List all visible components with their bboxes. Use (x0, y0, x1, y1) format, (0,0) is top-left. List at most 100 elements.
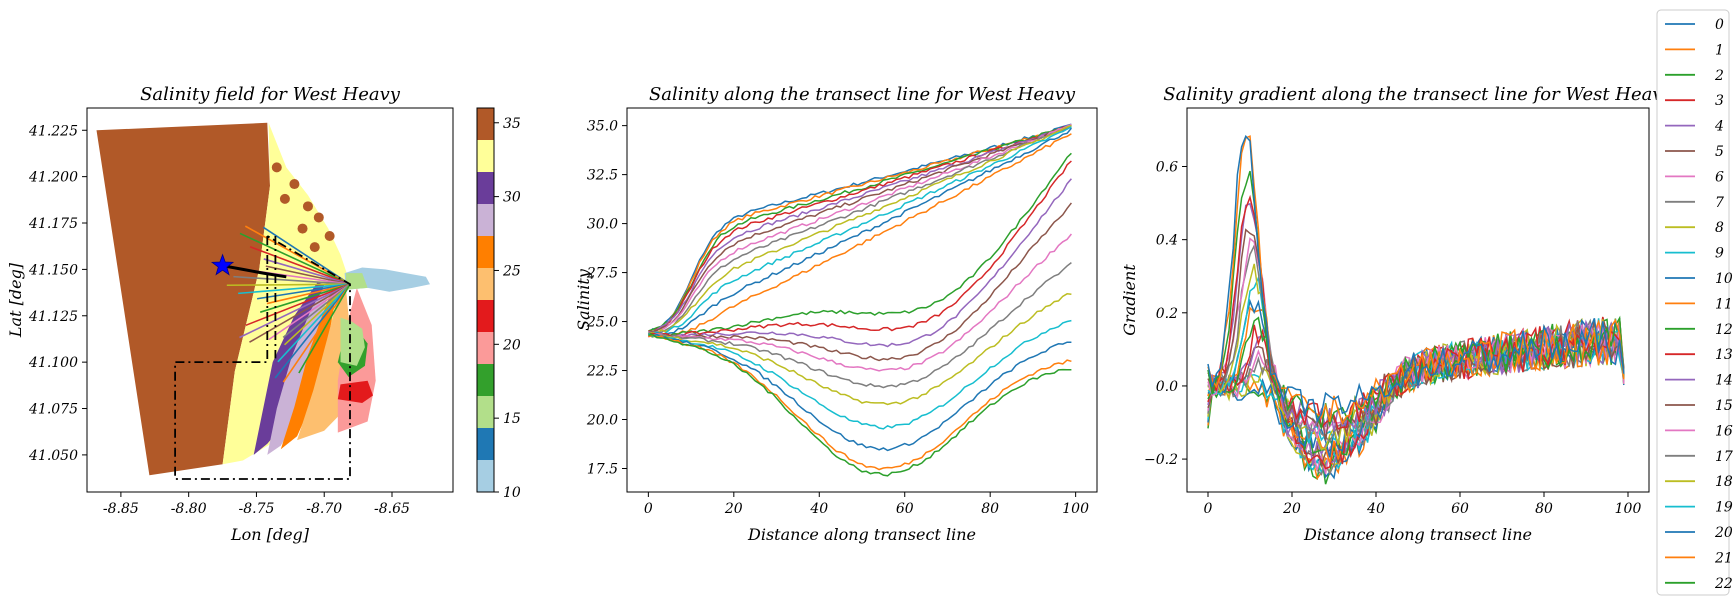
salinity-series-line (648, 152, 1072, 337)
y-tick-label: 41.100 (28, 355, 78, 371)
x-tick-label: -8.85 (103, 501, 139, 517)
transect-line (265, 265, 351, 286)
legend-label: 1 (1715, 42, 1724, 58)
coastal-dot (309, 242, 320, 253)
colorbar: 10 15 20 25 30 35 (476, 107, 521, 501)
salinity-lines (647, 123, 1072, 477)
transect-line (282, 283, 351, 339)
colorbar-tick-label: 35 (503, 116, 521, 132)
river-mouth (345, 273, 368, 290)
x-tick-label: 100 (1062, 501, 1089, 517)
salinity-series-line (648, 126, 1072, 336)
salinity-series-line (648, 123, 1072, 335)
transect-line (277, 283, 351, 363)
x-tick-label: 80 (1535, 501, 1553, 517)
y-tick-label: 20.0 (586, 413, 618, 429)
coastal-dot (297, 223, 308, 234)
gradient-series-line (1207, 228, 1625, 441)
salinity-series-line (648, 125, 1072, 335)
y-tick-label: 41.200 (28, 170, 78, 186)
coastal-dot (302, 201, 313, 212)
salinity-plume-band (297, 287, 352, 441)
colorbar-cell (477, 140, 494, 172)
transect-line (249, 283, 351, 343)
legend-label: 21 (1714, 550, 1733, 566)
colorbar-cell (477, 268, 494, 300)
legend-label: 11 (1715, 296, 1733, 312)
y-tick-label: 41.225 (28, 123, 78, 139)
y-tick-label: −0.2 (1144, 452, 1178, 468)
y-tick-label: 0.6 (1156, 160, 1178, 176)
colorbar-cell (477, 108, 494, 140)
transect-line (263, 258, 351, 285)
salinity-plume-band (340, 317, 365, 366)
transect-line (239, 283, 351, 339)
legend-label: 2 (1714, 68, 1724, 84)
x-tick-label: 80 (981, 501, 999, 517)
legend-label: 10 (1715, 271, 1733, 287)
salinity-series-line (648, 133, 1072, 337)
legend-label: 15 (1715, 398, 1733, 414)
salinity-series-line (648, 124, 1072, 333)
map-xlabel: Lon [deg] (230, 525, 310, 544)
salinity-title: Salinity along the transect line for Wes… (649, 84, 1076, 105)
gradient-panel: Salinity gradient along the transect lin… (1120, 84, 1674, 544)
x-tick-label: -8.70 (306, 501, 342, 517)
gradient-lines (1207, 134, 1625, 485)
colorbar-tick-label: 15 (503, 411, 521, 427)
x-tick-label: 0 (1204, 501, 1213, 517)
salinity-plume-band (337, 380, 373, 403)
legend-label: 14 (1715, 373, 1733, 389)
gradient-yticks: −0.2 0.0 0.2 0.4 0.6 (1144, 160, 1187, 468)
station-star-icon (210, 253, 235, 276)
x-tick-label: 20 (724, 501, 743, 517)
x-tick-label: -8.80 (171, 501, 207, 517)
legend-label: 22 (1714, 576, 1733, 592)
colorbar-cell (477, 460, 494, 492)
x-tick-label: 60 (1451, 501, 1469, 517)
x-tick-label: 40 (1366, 501, 1385, 517)
colorbar-cell (477, 428, 494, 460)
salinity-series-line (648, 333, 1072, 452)
colorbar-tick-label: 10 (503, 485, 521, 501)
legend-label: 12 (1715, 322, 1733, 338)
gradient-xlabel: Distance along transect line (1303, 525, 1532, 544)
salinity-frame (626, 107, 1098, 493)
y-tick-label: 0.4 (1156, 233, 1178, 249)
y-tick-label: 27.5 (586, 266, 618, 282)
y-tick-label: 0.2 (1156, 306, 1178, 322)
salinity-series-line (648, 333, 1072, 477)
colorbar-cell (477, 172, 494, 204)
y-tick-label: 41.050 (28, 448, 78, 464)
transect-line (245, 283, 351, 327)
legend-label: 13 (1715, 347, 1733, 363)
legend-label: 16 (1715, 423, 1733, 439)
gradient-ylabel: Gradient (1120, 264, 1139, 336)
transect-line (298, 283, 351, 374)
gradient-xticks: 0 20 40 60 80 100 (1204, 492, 1642, 517)
gradient-frame (1186, 107, 1650, 493)
salinity-plume-band (267, 282, 330, 455)
transect-line (239, 232, 351, 285)
colorbar-frame (476, 107, 495, 493)
colorbar-cells (477, 108, 494, 492)
salinity-series-line (648, 233, 1072, 372)
coastal-dot (271, 162, 282, 173)
transect-line (226, 283, 350, 287)
y-tick-label: 41.075 (28, 402, 78, 418)
coastal-dot (279, 193, 290, 204)
y-tick-label: 41.175 (28, 216, 78, 232)
transect-line (233, 275, 351, 286)
coastal-dot (289, 179, 300, 190)
colorbar-tick-label: 30 (503, 190, 521, 206)
x-tick-label: 20 (1282, 501, 1301, 517)
x-tick-label: 100 (1615, 501, 1642, 517)
salinity-panel: Salinity along the transect line for Wes… (574, 84, 1098, 544)
x-tick-label: 0 (644, 501, 653, 517)
salinity-series-line (648, 127, 1072, 337)
x-tick-label: -8.65 (374, 501, 410, 517)
colorbar-tick-label: 20 (502, 337, 521, 353)
x-tick-label: -8.75 (238, 501, 274, 517)
salinity-series-line (647, 160, 1072, 338)
